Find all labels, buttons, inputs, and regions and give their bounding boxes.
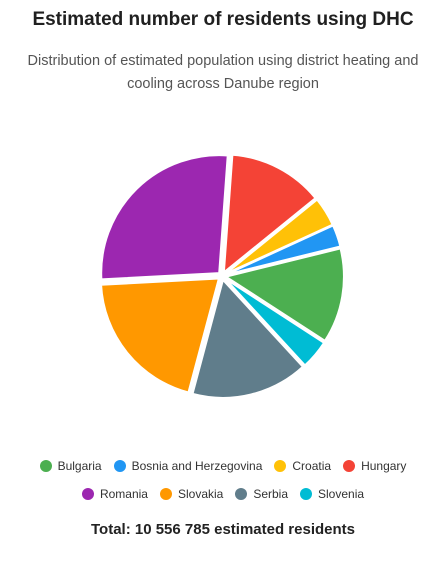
legend-label: Slovenia — [318, 487, 365, 501]
legend-item-slovenia[interactable]: Slovenia — [300, 484, 364, 504]
pie-slice-slovakia[interactable] — [100, 277, 221, 394]
legend-item-bulgaria[interactable]: Bulgaria — [39, 456, 102, 476]
chart-legend: Bulgaria Bosnia and Herzegovina Croatia Hun… — [8, 456, 438, 504]
legend-label: Bulgaria — [57, 459, 102, 473]
legend-item-slovakia[interactable]: Slovakia — [159, 484, 224, 504]
chart-subtitle: Distribution of estimated population usi… — [27, 53, 419, 92]
legend-label: Serbia — [253, 487, 289, 501]
legend-swatch-icon — [343, 460, 356, 472]
pie-chart-area — [0, 142, 446, 408]
legend-swatch-icon — [159, 488, 172, 500]
chart-title: Estimated number of residents using DHC — [32, 9, 414, 30]
legend-item-hungary[interactable]: Hungary — [343, 456, 406, 476]
total-residents: Total: 10 556 785 estimated residents — [90, 521, 355, 538]
legend-swatch-icon — [39, 460, 52, 472]
pie-slice-bosnia-and-herzegovina[interactable] — [225, 224, 342, 276]
legend-item-romania[interactable]: Romania — [81, 484, 148, 504]
pie-slice-bulgaria[interactable] — [223, 247, 345, 343]
pie-slice-slovenia[interactable] — [224, 277, 326, 367]
legend-label: Hungary — [361, 459, 407, 473]
legend-label: Romania — [99, 487, 148, 501]
legend-swatch-icon — [274, 460, 287, 472]
legend-label: Slovakia — [177, 487, 224, 501]
legend-swatch-icon — [235, 488, 248, 500]
pie-slice-romania[interactable] — [100, 154, 229, 281]
legend-swatch-icon — [81, 488, 94, 500]
legend-item-serbia[interactable]: Serbia — [235, 484, 288, 504]
legend-label: Bosnia and Herzegovina — [131, 459, 263, 473]
legend-label: Croatia — [292, 459, 332, 473]
legend-item-croatia[interactable]: Croatia — [274, 456, 331, 476]
legend-swatch-icon — [113, 460, 126, 472]
pie-chart — [100, 153, 345, 399]
legend-swatch-icon — [300, 488, 313, 500]
pie-slice-hungary[interactable] — [222, 153, 317, 275]
legend-item-bosnia-and-herzegovina[interactable]: Bosnia and Herzegovina — [113, 456, 263, 476]
pie-slice-serbia[interactable] — [191, 277, 305, 399]
